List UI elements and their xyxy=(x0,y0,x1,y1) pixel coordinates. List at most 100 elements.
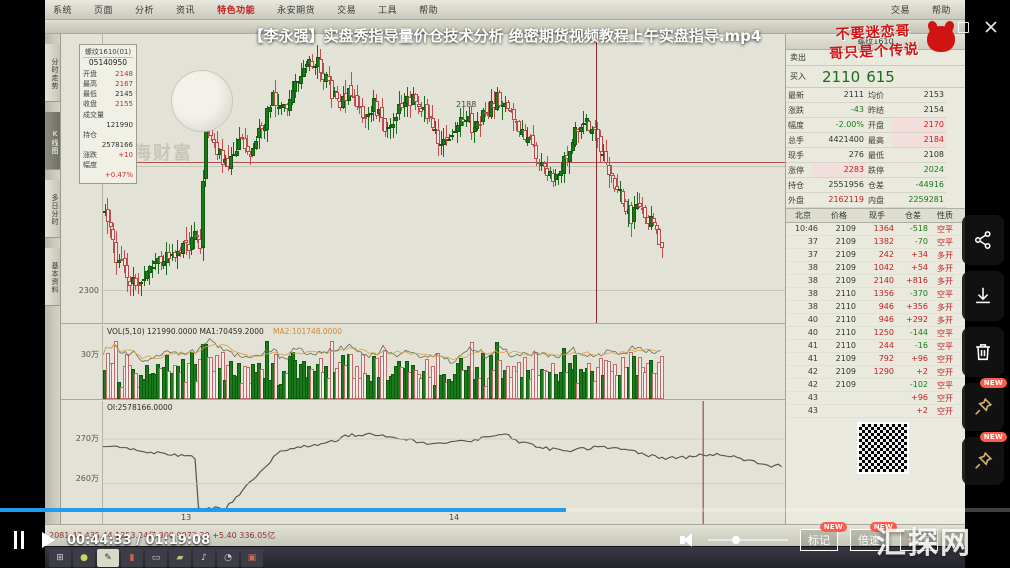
tick-row[interactable]: 42 2109 1290 +2 空开 xyxy=(786,366,965,379)
app-icon-4[interactable]: ◔ xyxy=(217,548,239,567)
pause-button[interactable] xyxy=(14,531,24,549)
candle-wick xyxy=(247,134,249,155)
side-tab-basics[interactable]: 基本资料 xyxy=(45,248,60,306)
tick-row[interactable]: 38 2109 1042 +54 多开 xyxy=(786,262,965,275)
download-button[interactable] xyxy=(962,271,1004,321)
tooltip-key-change: 涨跌 xyxy=(83,151,97,160)
side-tab-timeline[interactable]: 分时走势 xyxy=(45,44,60,102)
speed-button-1[interactable]: NEW 倍速 xyxy=(850,522,897,551)
candlestick xyxy=(276,94,281,116)
volume-icon[interactable] xyxy=(680,533,696,547)
app-icon-2[interactable]: ▭ xyxy=(145,548,167,567)
close-icon[interactable] xyxy=(982,18,1000,36)
quote-k-low: 最低 xyxy=(866,148,892,163)
oi-plot[interactable] xyxy=(102,401,785,524)
tick-row[interactable]: 40 2110 1250 -144 空平 xyxy=(786,327,965,340)
tick-row[interactable]: 40 2110 946 +292 多开 xyxy=(786,314,965,327)
candle-wick xyxy=(121,246,123,261)
play-button[interactable] xyxy=(42,532,55,548)
quote-k-last: 最新 xyxy=(786,88,812,103)
tick-row[interactable]: 38 2110 1356 -370 空平 xyxy=(786,288,965,301)
app-menubar[interactable]: 系统 页面 分析 资讯 特色功能 永安期货 交易 工具 帮助 交易 帮助 xyxy=(45,0,965,20)
delete-button[interactable] xyxy=(962,327,1004,377)
side-tab-multiday[interactable]: 多日分时 xyxy=(45,180,60,238)
menu-item-trade[interactable]: 交易 xyxy=(337,6,357,16)
tick-row[interactable]: 38 2109 2140 +816 多开 xyxy=(786,275,965,288)
candle-body xyxy=(637,202,642,208)
candle-body xyxy=(114,242,119,264)
candle-wick xyxy=(286,102,288,117)
tick-row[interactable]: 37 2109 242 +34 多开 xyxy=(786,249,965,262)
volume-knob[interactable] xyxy=(732,536,740,544)
candle-wick xyxy=(328,65,330,86)
app-icon-5[interactable]: ▣ xyxy=(241,548,263,567)
app-icon-1[interactable]: ▮ xyxy=(121,548,143,567)
candle-body xyxy=(455,124,460,133)
folder-icon[interactable]: ▰ xyxy=(169,548,191,567)
tick-time: 38 xyxy=(807,275,818,285)
menu-right-trade[interactable]: 交易 xyxy=(890,6,910,16)
menu-item-analysis[interactable]: 分析 xyxy=(135,6,155,16)
tick-table-body[interactable]: 10:46 2109 1364 -518 空平 37 2109 1382 -70 空平 37 2109… xyxy=(786,223,965,418)
candle-body xyxy=(374,100,379,116)
browser-icon[interactable]: ● xyxy=(73,548,95,567)
chart-area[interactable]: 2500 2300 沧海财富 螺纹1610(01) 05140950 开 xyxy=(61,34,785,524)
tick-row[interactable]: 42 2109 -102 空平 xyxy=(786,379,965,392)
tick-row[interactable]: 41 2110 244 -16 空平 xyxy=(786,340,965,353)
pin-button-2[interactable]: NEW xyxy=(962,432,1007,485)
tick-type: 空开 xyxy=(937,406,953,416)
volume-plot[interactable] xyxy=(103,325,785,399)
restore-icon[interactable] xyxy=(954,18,972,36)
candlestick xyxy=(397,91,401,121)
tick-row[interactable]: 43 +96 空开 xyxy=(786,392,965,405)
candle-wick xyxy=(236,138,238,157)
quote-k-prevsettle: 昨结 xyxy=(866,103,892,118)
candlestick xyxy=(108,210,113,239)
side-tab-kline[interactable]: K线图 xyxy=(45,112,60,170)
menu-item-help[interactable]: 帮助 xyxy=(419,6,439,16)
tick-price: 2109 xyxy=(835,236,856,246)
app-icon-3[interactable]: ♪ xyxy=(193,548,215,567)
candle-wick xyxy=(462,107,464,127)
notepad-icon[interactable]: ✎ xyxy=(97,548,119,567)
video-content[interactable]: 系统 页面 分析 资讯 特色功能 永安期货 交易 工具 帮助 交易 帮助 分时走… xyxy=(45,0,965,568)
menu-right-help[interactable]: 帮助 xyxy=(931,6,951,16)
control-row[interactable]: 00:44:33 / 01:19:08 NEW 标记 NEW 倍速 倍速 xyxy=(0,522,1010,556)
window-controls[interactable] xyxy=(954,18,1000,36)
candle-body xyxy=(430,118,435,128)
candle-body xyxy=(525,137,530,144)
candle-wick xyxy=(591,126,593,142)
tick-row[interactable]: 41 2109 792 +96 空开 xyxy=(786,353,965,366)
pin-icon xyxy=(975,397,993,415)
tick-row[interactable]: 38 2110 946 +356 多开 xyxy=(786,301,965,314)
player-side-rail[interactable]: NEW NEW xyxy=(962,215,1007,485)
pin-button-1[interactable]: NEW xyxy=(962,378,1007,431)
menu-item-features[interactable]: 特色功能 xyxy=(217,6,256,16)
share-button[interactable] xyxy=(962,215,1004,265)
quote-panel[interactable]: 螺纹1610 卖出 买入 2110 615 最新 2111 均价 2153 涨跌… xyxy=(785,34,965,524)
candle-body xyxy=(441,139,446,145)
tick-row[interactable]: 10:46 2109 1364 -518 空平 xyxy=(786,223,965,236)
price-pane[interactable]: 2500 2300 沧海财富 螺纹1610(01) 05140950 开 xyxy=(61,34,785,324)
app-side-tabs[interactable]: 分时走势 K线图 多日分时 基本资料 xyxy=(45,34,61,524)
speed-button-2[interactable]: 倍速 xyxy=(900,529,938,551)
mark-button[interactable]: NEW 标记 xyxy=(800,522,847,551)
volume-pane[interactable]: 30万 VOL(5,10) 121990.0000 MA1:70459.2000… xyxy=(61,325,785,400)
start-icon[interactable]: ⊞ xyxy=(49,548,71,567)
tick-row[interactable]: 37 2109 1382 -70 空平 xyxy=(786,236,965,249)
menu-item-system[interactable]: 系统 xyxy=(53,6,73,16)
openinterest-pane[interactable]: 270万 260万 OI:2578166.0000 13 14 xyxy=(61,401,785,524)
progress-bar[interactable] xyxy=(0,508,1010,512)
candlestick xyxy=(416,95,421,114)
menu-item-page[interactable]: 页面 xyxy=(94,6,114,16)
windows-taskbar[interactable]: ⊞ ● ✎ ▮ ▭ ▰ ♪ ◔ ▣ xyxy=(45,546,965,568)
volume-slider[interactable] xyxy=(708,536,788,544)
tick-price: 2110 xyxy=(835,301,856,311)
menu-item-news[interactable]: 资讯 xyxy=(176,6,196,16)
tick-row[interactable]: 43 +2 空开 xyxy=(786,405,965,418)
menu-item-broker[interactable]: 永安期货 xyxy=(277,6,316,16)
menu-item-tools[interactable]: 工具 xyxy=(378,6,398,16)
price-plot[interactable] xyxy=(103,34,785,323)
app-toolbar[interactable] xyxy=(45,20,965,34)
player-controls[interactable]: 00:44:33 / 01:19:08 NEW 标记 NEW 倍速 倍速 汇探网 xyxy=(0,508,1010,568)
